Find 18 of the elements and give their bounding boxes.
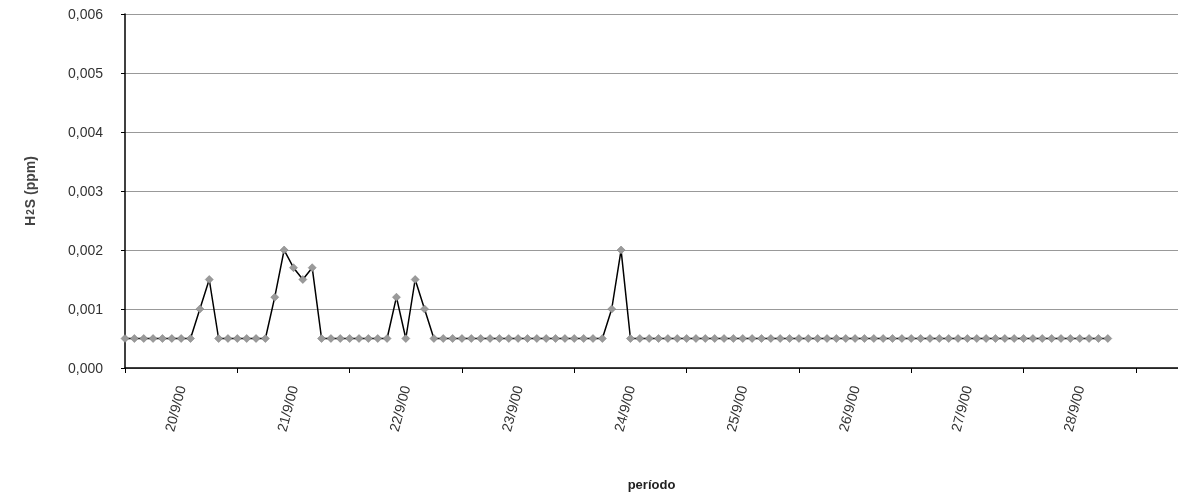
x-tick-label: 21/9/00: [273, 383, 302, 434]
y-tick-label: 0,001: [67, 301, 104, 317]
y-tick-label: 0,004: [67, 124, 104, 140]
x-tick-label: 26/9/00: [835, 383, 863, 434]
x-tick-label: 23/9/00: [498, 383, 526, 434]
x-axis-title: período: [627, 477, 676, 492]
y-axis-title: H2S (ppm): [22, 156, 38, 226]
y-tick-label: 0,000: [67, 360, 104, 376]
x-tick-label: 27/9/00: [947, 383, 976, 434]
x-tick-label: 22/9/00: [385, 383, 414, 434]
y-tick-label: 0,005: [67, 65, 104, 81]
x-tick-label: 25/9/00: [722, 383, 751, 434]
x-tick-label: 20/9/00: [161, 383, 189, 434]
x-tick-label: 24/9/00: [610, 383, 639, 434]
y-tick-label: 0,006: [67, 6, 104, 22]
y-tick-label: 0,002: [67, 242, 104, 258]
x-tick-label: 28/9/00: [1059, 383, 1088, 434]
y-tick-label: 0,003: [67, 183, 104, 199]
